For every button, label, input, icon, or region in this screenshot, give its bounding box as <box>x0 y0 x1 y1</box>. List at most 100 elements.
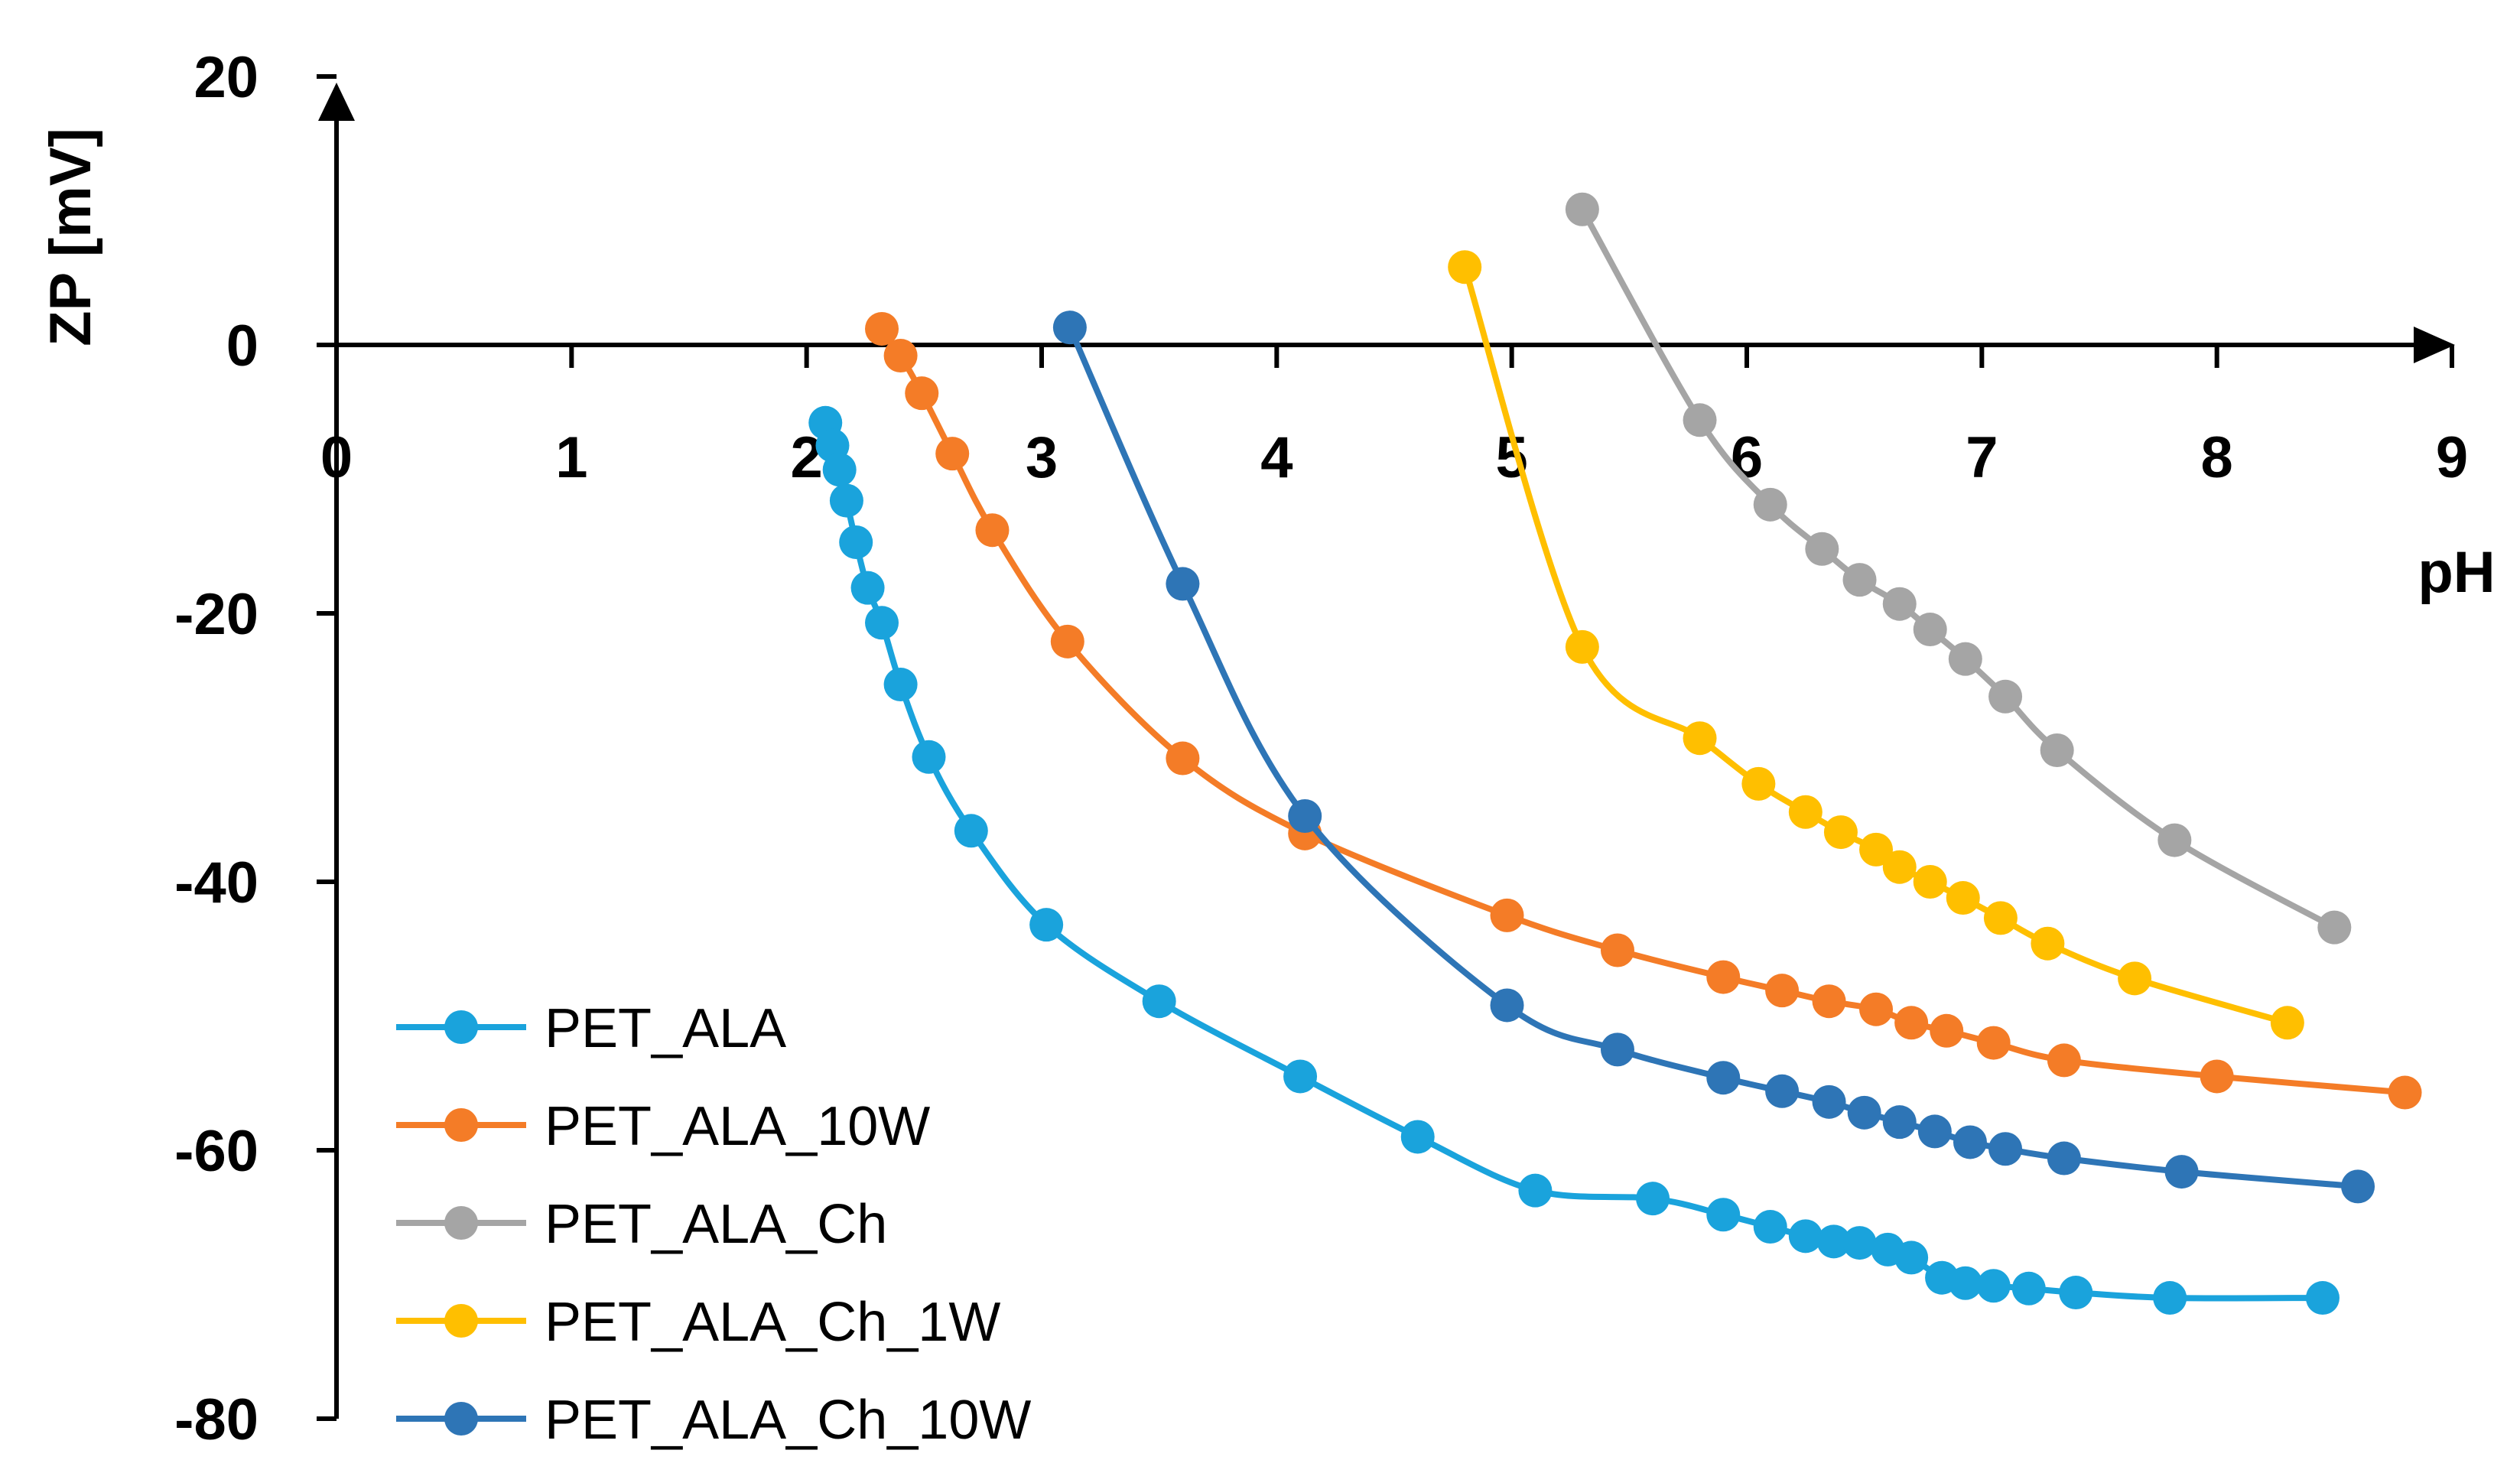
legend: PET_ALA PET_ALA_10W PET_ALA_Ch PET_ALA_Ch_1… <box>396 998 1031 1451</box>
y-tick-label: -20 <box>174 582 259 647</box>
data-point <box>1946 881 1980 915</box>
data-point <box>1930 1013 1964 1048</box>
data-point <box>1706 1198 1741 1232</box>
data-point <box>2118 961 2152 996</box>
data-point <box>1166 741 1200 776</box>
x-tick-label: 8 <box>2201 425 2233 490</box>
data-point <box>829 483 863 518</box>
legend-swatch-marker <box>444 1304 478 1338</box>
data-point <box>839 525 873 559</box>
data-point <box>1894 1006 1929 1040</box>
legend-item: PET_ALA_Ch_10W <box>396 1390 1031 1451</box>
data-point <box>1812 1084 1846 1119</box>
data-point <box>883 668 918 702</box>
data-point <box>2153 1281 2187 1315</box>
data-point <box>1753 487 1787 522</box>
data-point <box>2341 1169 2375 1204</box>
data-point <box>954 814 988 848</box>
legend-swatch-marker <box>444 1206 478 1240</box>
series-PET_ALA <box>808 405 2340 1315</box>
data-point <box>2157 823 2192 857</box>
data-point <box>1917 1114 1952 1149</box>
data-point <box>1765 1074 1800 1108</box>
data-point <box>905 376 939 411</box>
data-point <box>1600 1032 1634 1067</box>
data-point <box>822 453 857 487</box>
legend-label: PET_ALA_Ch_10W <box>545 1390 1031 1451</box>
data-point <box>935 437 970 471</box>
y-tick-label: 20 <box>193 45 259 110</box>
data-point <box>1859 992 1894 1026</box>
data-point <box>865 311 899 346</box>
data-point <box>1788 1219 1823 1254</box>
y-tick-label: -40 <box>174 850 259 915</box>
data-point <box>1816 1224 1851 1259</box>
data-point <box>1882 587 1917 621</box>
x-axis-arrow <box>2414 327 2455 363</box>
data-point <box>1400 1120 1435 1154</box>
data-point <box>1741 766 1776 801</box>
data-point <box>1948 1266 1982 1300</box>
data-point <box>1805 532 1839 566</box>
data-point <box>1842 1226 1877 1260</box>
data-point <box>2388 1075 2422 1110</box>
data-point <box>1953 1125 1987 1159</box>
data-point <box>1948 642 1982 676</box>
data-point <box>1052 311 1087 345</box>
data-point <box>1142 984 1176 1019</box>
data-point <box>912 740 946 774</box>
data-point <box>975 513 1010 548</box>
data-point <box>1788 795 1823 829</box>
data-point <box>1976 1269 2011 1303</box>
data-point <box>1894 1241 1929 1275</box>
data-point <box>1683 721 1717 756</box>
series-PET_ALA_Ch <box>1565 192 2352 945</box>
data-point <box>1706 1061 1741 1095</box>
legend-label: PET_ALA_Ch_1W <box>545 1292 1000 1353</box>
data-point <box>1812 984 1846 1019</box>
data-point <box>1753 1210 1787 1244</box>
data-point <box>2011 1271 2046 1306</box>
data-point <box>1988 1132 2023 1166</box>
data-point <box>1847 1095 1881 1130</box>
data-point <box>1823 815 1858 850</box>
data-point <box>1859 832 1894 867</box>
legend-label: PET_ALA_10W <box>545 1096 930 1157</box>
data-point <box>2047 1043 2081 1078</box>
series-PET_ALA_Ch_10W <box>1052 311 2375 1204</box>
data-point <box>2031 926 2065 961</box>
data-point <box>865 606 899 640</box>
data-point <box>1288 799 1322 834</box>
data-point <box>1636 1182 1670 1216</box>
data-point <box>1882 850 1917 884</box>
data-point <box>1683 403 1717 437</box>
y-tick-label: -60 <box>174 1119 259 1184</box>
data-point <box>1842 563 1877 597</box>
series-line <box>1579 206 2338 931</box>
data-point <box>2317 910 2352 945</box>
legend-item: PET_ALA <box>396 998 786 1059</box>
data-point <box>1448 250 1482 285</box>
data-point <box>1882 1105 1917 1140</box>
data-point <box>1490 988 1524 1023</box>
legend-label: PET_ALA <box>545 998 786 1059</box>
data-point <box>1600 933 1634 967</box>
legend-item: PET_ALA_Ch_1W <box>396 1292 1000 1353</box>
legend-swatch-marker <box>444 1010 478 1044</box>
legend-label: PET_ALA_Ch <box>545 1194 887 1255</box>
data-point <box>1988 679 2023 714</box>
x-tick-label: 7 <box>1966 425 1998 490</box>
legend-item: PET_ALA_10W <box>396 1096 930 1157</box>
data-point <box>1983 901 2018 935</box>
data-point <box>2305 1281 2340 1315</box>
x-tick-label: 1 <box>555 425 587 490</box>
data-point <box>2040 733 2074 768</box>
data-point <box>2270 1006 2304 1040</box>
data-point <box>1765 974 1800 1008</box>
series-layer <box>808 192 2422 1315</box>
legend-swatch-marker <box>444 1108 478 1142</box>
data-point <box>1283 1059 1318 1094</box>
y-axis-arrow <box>318 83 355 121</box>
